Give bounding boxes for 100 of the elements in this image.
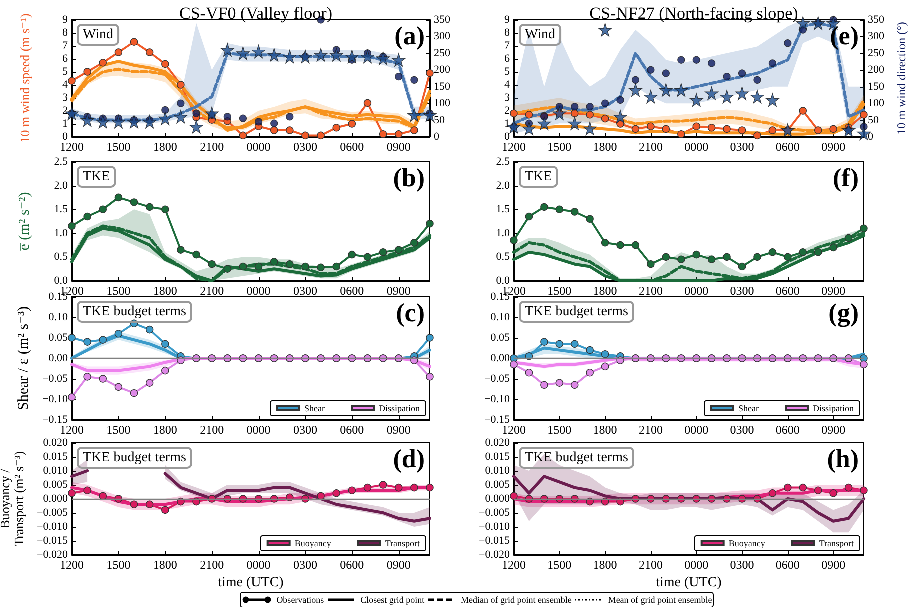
x-tick-label: 1800 bbox=[593, 558, 618, 572]
y-tick-label: 4 bbox=[504, 79, 510, 91]
y-tick-label: 6 bbox=[504, 53, 510, 65]
text: Median of grid point ensemble bbox=[460, 595, 572, 605]
y-tick-label: 0.020 bbox=[485, 437, 510, 449]
y2-tick-label: 0 bbox=[868, 131, 874, 143]
y-tick-label: 1.5 bbox=[54, 204, 68, 216]
annotation: TKE bbox=[83, 170, 110, 184]
y-tick-label: 6 bbox=[62, 53, 68, 65]
y-tick-label: 2.5 bbox=[496, 156, 510, 168]
text: Observations bbox=[276, 595, 324, 605]
x-tick-label: 1800 bbox=[153, 284, 178, 298]
x-tick-label: 0900 bbox=[822, 284, 846, 298]
x-tick-label: 0900 bbox=[822, 423, 846, 437]
x-tick-label: 0000 bbox=[246, 284, 271, 298]
x-tick-label: 0900 bbox=[386, 140, 411, 154]
x-axis-title: time (UTC) bbox=[218, 575, 284, 590]
x-tick-label: 0000 bbox=[684, 558, 709, 572]
x-tick-label: 0600 bbox=[776, 423, 800, 437]
annotation: (c) bbox=[396, 298, 426, 328]
x-tick-label: 1500 bbox=[548, 284, 572, 298]
y-axis-title: Shear / ε (m² s⁻³) bbox=[16, 306, 32, 411]
x-tick-label: 0000 bbox=[684, 284, 709, 298]
y-tick-label: 7 bbox=[62, 40, 68, 52]
legend-label: Transport bbox=[385, 538, 420, 548]
x-tick-label: 1800 bbox=[593, 423, 618, 437]
y-tick-label: 5 bbox=[62, 66, 68, 78]
y-tick-label: −0.010 bbox=[37, 521, 68, 533]
y2-tick-label: 150 bbox=[868, 80, 885, 93]
y-tick-label: 2 bbox=[62, 105, 68, 117]
x-tick-label: 0900 bbox=[386, 558, 411, 572]
y2-tick-label: 200 bbox=[434, 64, 451, 76]
x-tick-label: 0600 bbox=[340, 284, 364, 298]
x-tick-label: 1200 bbox=[502, 140, 526, 154]
legend-label: Shear bbox=[738, 404, 760, 414]
x-tick-label: 1500 bbox=[548, 423, 572, 437]
legend-label: Dissipation bbox=[813, 404, 854, 414]
y-tick-label: 0.00 bbox=[48, 352, 68, 364]
x-tick-label: 1500 bbox=[106, 423, 131, 437]
x-tick-label: 0300 bbox=[730, 140, 754, 154]
x-tick-label: 0600 bbox=[776, 284, 800, 298]
y-tick-label: −0.005 bbox=[479, 507, 510, 519]
y-tick-label: 4 bbox=[62, 79, 68, 91]
x-tick-label: 0300 bbox=[730, 284, 754, 298]
text: Mean of grid point ensemble bbox=[608, 595, 712, 605]
x-tick-label: 0300 bbox=[293, 423, 318, 437]
x-tick-label: 0600 bbox=[776, 558, 800, 572]
x-tick-label: 1800 bbox=[153, 558, 178, 572]
annotation: (d) bbox=[393, 444, 426, 474]
y-tick-label: 0.000 bbox=[485, 493, 510, 505]
y-tick-label: 5 bbox=[504, 66, 510, 78]
y-tick-label: 9 bbox=[62, 14, 68, 26]
x-tick-label: 0900 bbox=[822, 558, 846, 572]
y-tick-label: −0.10 bbox=[484, 394, 510, 406]
y-tick-label: 0.05 bbox=[48, 332, 68, 344]
x-tick-label: 1200 bbox=[60, 140, 84, 154]
x-tick-label: 1800 bbox=[153, 140, 178, 154]
y-tick-label: 2.5 bbox=[54, 156, 68, 168]
y-tick-label: −0.10 bbox=[42, 394, 68, 406]
annotation: TKE budget terms bbox=[525, 304, 628, 320]
x-tick-label: 1800 bbox=[153, 423, 178, 437]
text: Closest grid point bbox=[360, 595, 425, 605]
y-tick-label: 0.000 bbox=[43, 493, 68, 505]
y-tick-label: 0.5 bbox=[496, 251, 510, 264]
annotation: (f) bbox=[833, 164, 860, 192]
x-tick-label: 0300 bbox=[293, 558, 318, 572]
y2-tick-label: 100 bbox=[434, 98, 451, 110]
y-tick-label: 0.05 bbox=[490, 332, 510, 344]
y2-tick-label: 350 bbox=[868, 14, 885, 26]
x-tick-label: 0300 bbox=[293, 284, 318, 298]
x-tick-label: 1500 bbox=[106, 558, 131, 572]
y-tick-label: 1.0 bbox=[496, 227, 510, 240]
y-tick-label: 0 bbox=[62, 131, 68, 143]
y-tick-label: 2 bbox=[504, 105, 510, 117]
annotation: TKE bbox=[525, 170, 552, 184]
y2-axis-title: 10 m wind direction (°) bbox=[894, 22, 908, 135]
x-tick-label: 1500 bbox=[548, 140, 572, 154]
y2-tick-label: 250 bbox=[434, 47, 451, 60]
x-axis-title: time (UTC) bbox=[656, 575, 722, 590]
annotation: (b) bbox=[393, 164, 426, 192]
annotation: TKE budget terms bbox=[525, 450, 628, 466]
y-tick-label: 0.005 bbox=[43, 479, 68, 491]
y-tick-label: 0.010 bbox=[43, 465, 68, 477]
y-tick-label: −0.05 bbox=[42, 373, 68, 385]
y-axis-title: 10 m wind speed (m s⁻¹) bbox=[18, 14, 32, 144]
y-tick-label: 2.0 bbox=[54, 180, 68, 192]
legend-label: Buoyancy bbox=[728, 538, 766, 548]
x-tick-label: 2100 bbox=[638, 140, 663, 154]
y-tick-label: 3 bbox=[504, 92, 510, 104]
x-tick-label: 0000 bbox=[684, 140, 709, 154]
x-tick-label: 2100 bbox=[200, 140, 224, 154]
y-axis-title: e̅ (m² s⁻²) bbox=[17, 192, 33, 252]
y-tick-label: 8 bbox=[62, 27, 68, 39]
y-tick-label: −0.05 bbox=[484, 373, 510, 385]
legend-label: Buoyancy bbox=[294, 538, 332, 548]
y-tick-label: 9 bbox=[504, 14, 510, 26]
y-tick-label: 0.005 bbox=[485, 479, 510, 491]
x-tick-label: 2100 bbox=[200, 423, 224, 437]
y-tick-label: −0.010 bbox=[479, 521, 510, 533]
y-tick-label: −0.020 bbox=[37, 549, 68, 561]
